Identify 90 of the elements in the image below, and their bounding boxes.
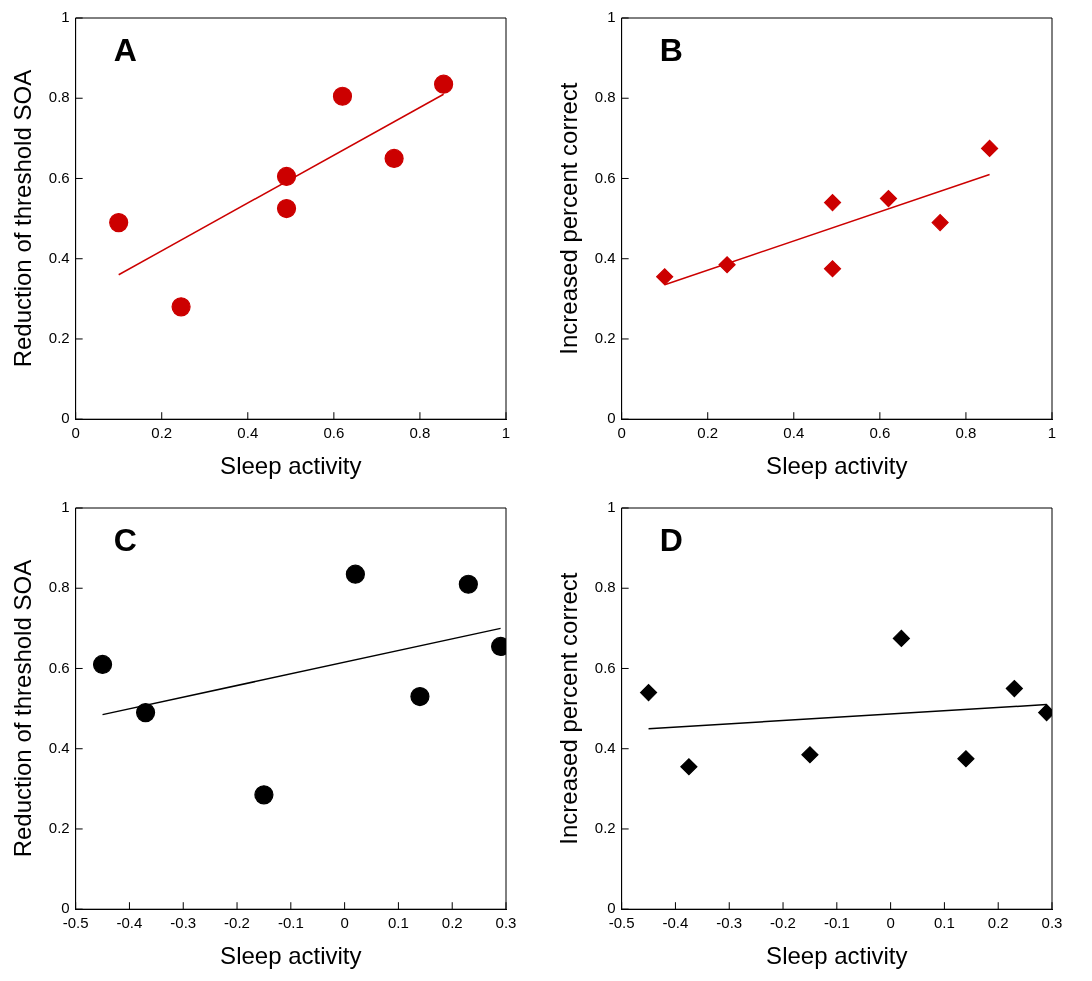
y-tick-label: 0.6 (48, 658, 70, 676)
point (92, 654, 113, 675)
point (823, 193, 842, 212)
point (823, 260, 842, 278)
y-axis-title: Increased percent correct (555, 82, 583, 355)
y-tick-label: 0.6 (594, 168, 616, 186)
x-axis-title: Sleep activity (220, 942, 362, 970)
point (410, 686, 430, 707)
x-tick-label: -0.5 (62, 914, 89, 932)
point (981, 139, 999, 157)
y-tick-label: 0.4 (48, 738, 70, 756)
chart-title: D (659, 521, 683, 558)
point (931, 214, 949, 232)
x-tick-label: 0 (340, 914, 349, 932)
y-axis-title: Reduction of threshold SOA (9, 559, 37, 858)
chart-title: B (659, 31, 683, 68)
y-tick-label: 1 (607, 498, 616, 516)
y-tick-label: 0.8 (48, 578, 70, 596)
y-axis-title: Reduction of threshold SOA (9, 69, 37, 368)
x-tick-label: -0.3 (170, 914, 197, 932)
y-tick-label: 0.6 (594, 658, 616, 676)
y-axis-title: Increased percent correct (555, 572, 583, 845)
point (1005, 679, 1023, 698)
y-tick-label: 0.2 (594, 329, 616, 347)
x-tick-label: 0.2 (697, 424, 719, 442)
x-tick-label: -0.2 (770, 914, 796, 932)
y-tick-label: 1 (61, 8, 70, 26)
x-tick-label: 0.6 (869, 424, 891, 442)
y-tick-label: 0.8 (594, 88, 616, 106)
x-tick-label: 0.2 (441, 914, 463, 932)
y-tick-label: 0.4 (594, 738, 616, 756)
point (109, 213, 129, 233)
x-tick-label: 0.1 (387, 914, 409, 932)
x-tick-label: 0.4 (237, 424, 259, 442)
point (892, 629, 910, 647)
y-tick-label: 0 (61, 409, 70, 427)
point (384, 148, 404, 169)
point (171, 297, 191, 317)
x-tick-label: 0.2 (151, 424, 173, 442)
x-tick-label: 0.8 (409, 424, 431, 442)
x-tick-label: -0.2 (224, 914, 250, 932)
y-tick-label: 0.6 (48, 168, 70, 186)
x-tick-label: 0 (886, 914, 895, 932)
y-tick-label: 0.4 (48, 248, 70, 266)
y-tick-label: 0 (607, 899, 616, 917)
x-tick-label: -0.1 (277, 914, 304, 932)
x-tick-label: 0.4 (783, 424, 805, 442)
x-tick-label: 0.2 (987, 914, 1009, 932)
x-tick-label: -0.3 (716, 914, 743, 932)
point (458, 574, 478, 594)
y-tick-label: 0.8 (48, 88, 70, 106)
x-tick-label: 0.8 (955, 424, 977, 442)
point (680, 758, 698, 776)
x-tick-label: 0.3 (1041, 914, 1063, 932)
x-tick-label: 0.6 (323, 424, 345, 442)
point (434, 74, 454, 94)
point (345, 564, 365, 584)
x-tick-label: 1 (501, 424, 511, 442)
y-tick-label: 1 (607, 8, 616, 26)
y-tick-label: 1 (61, 498, 70, 516)
point (639, 683, 658, 702)
point (879, 189, 898, 208)
y-tick-label: 0 (61, 899, 70, 917)
x-tick-label: 0.1 (933, 914, 955, 932)
x-axis-title: Sleep activity (766, 942, 908, 970)
point (957, 750, 975, 768)
x-tick-label: 1 (1047, 424, 1057, 442)
point (276, 198, 297, 219)
y-tick-label: 0.2 (594, 819, 616, 837)
x-tick-label: 0.3 (495, 914, 517, 932)
x-tick-label: -0.1 (823, 914, 850, 932)
chart-title: A (113, 31, 137, 68)
x-axis-title: Sleep activity (220, 452, 362, 480)
y-tick-label: 0 (607, 409, 616, 427)
point (718, 256, 736, 274)
y-tick-label: 0.8 (594, 578, 616, 596)
x-axis-title: Sleep activity (766, 452, 908, 480)
y-tick-label: 0.2 (48, 329, 70, 347)
x-tick-label: -0.4 (662, 914, 689, 932)
point (276, 166, 297, 187)
point (135, 703, 156, 723)
x-tick-label: -0.4 (116, 914, 143, 932)
point (656, 268, 674, 286)
y-tick-label: 0.4 (594, 248, 616, 266)
chart-title: C (113, 521, 137, 558)
x-tick-label: -0.5 (608, 914, 635, 932)
point (254, 785, 274, 805)
y-tick-label: 0.2 (48, 819, 70, 837)
point (332, 86, 353, 106)
point (801, 746, 819, 764)
